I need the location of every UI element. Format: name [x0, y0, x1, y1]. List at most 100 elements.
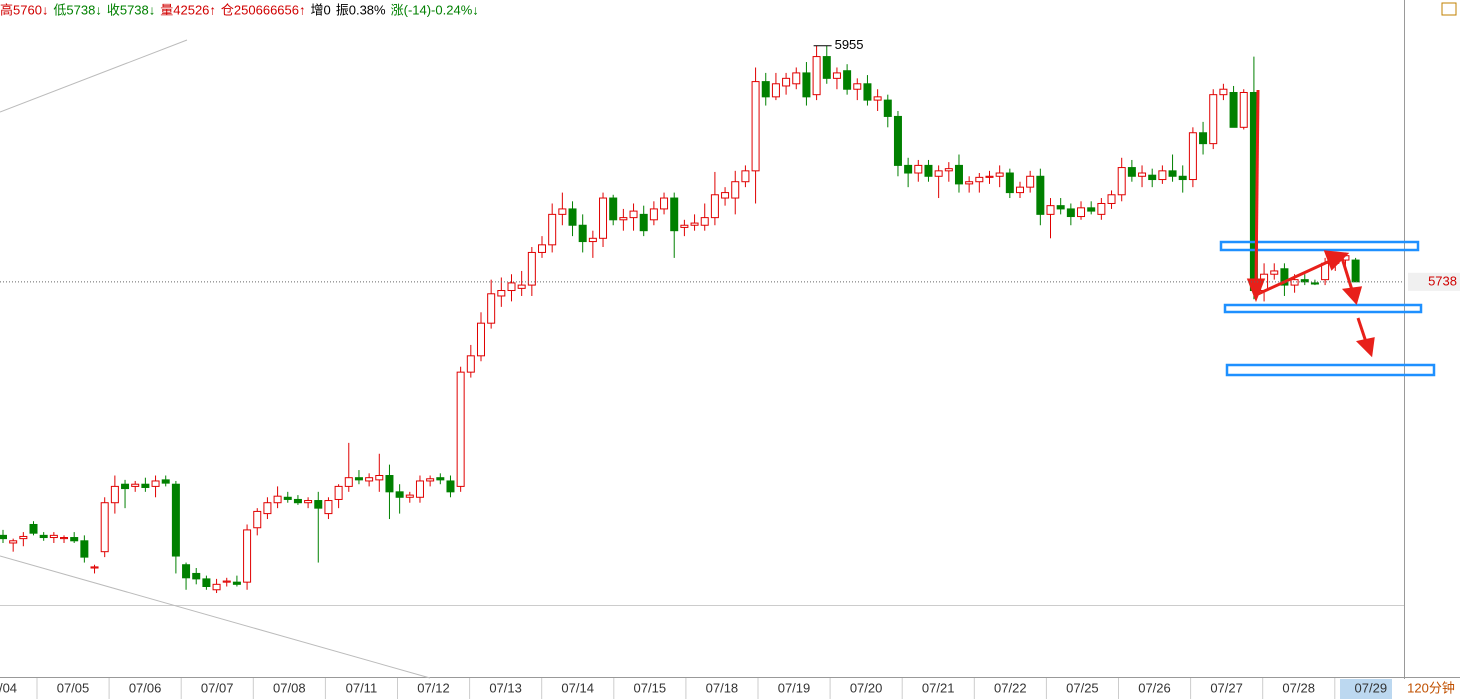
candle-body [426, 478, 435, 482]
candle-body [914, 164, 923, 174]
candle-body [639, 213, 648, 232]
candle-body [110, 485, 119, 504]
candle-body [548, 213, 557, 246]
candle-body [599, 197, 608, 239]
x-tick-label: 07/15 [634, 680, 667, 695]
annotations: 5738 5955 [0, 37, 1460, 377]
candle-body [365, 477, 374, 482]
candle-body [700, 217, 709, 226]
candle-body [761, 81, 770, 98]
candle-body [212, 583, 221, 591]
arrow-head [1323, 250, 1350, 271]
candle-body [1239, 91, 1248, 128]
candle-body [121, 483, 130, 490]
candle-body [975, 176, 984, 183]
candle-body [1219, 88, 1228, 96]
candle-body [690, 222, 699, 226]
candle-body [171, 483, 180, 557]
arrows [1246, 89, 1375, 358]
x-tick-label: /04 [0, 680, 17, 695]
candle-body [995, 172, 1004, 177]
trend-line [0, 555, 431, 679]
x-tick-label: 07/27 [1210, 680, 1243, 695]
arrow [1257, 258, 1333, 296]
candle-body [151, 480, 160, 487]
header-item: 收5738↓ [107, 2, 155, 17]
x-tick-label: 07/12 [417, 680, 450, 695]
window-icon[interactable] [1441, 2, 1457, 16]
candle-body [822, 56, 831, 79]
candle-body [1077, 207, 1086, 218]
candle-body [954, 164, 963, 185]
candle-body [1056, 205, 1065, 210]
high-label: 5955 [835, 37, 864, 52]
candle-body [293, 498, 302, 504]
candle-body [324, 500, 333, 515]
candle-body [965, 181, 974, 185]
last-price-label: 5738 [1428, 273, 1457, 288]
candle-body [568, 208, 577, 226]
candle-body [497, 290, 506, 297]
candle-body [1087, 207, 1096, 212]
candle-body [863, 83, 872, 101]
candle-body [883, 99, 892, 117]
candle-body [90, 566, 99, 569]
box [1219, 240, 1420, 252]
candle-body [273, 495, 282, 504]
arrow [1356, 317, 1368, 343]
candle-body [263, 502, 272, 515]
candle-body [853, 83, 862, 90]
candle-body [507, 282, 516, 292]
candle-body [100, 502, 109, 553]
candle-body [812, 56, 821, 96]
candle-body [1046, 205, 1055, 215]
box [1225, 363, 1436, 377]
x-tick-label: 07/13 [489, 680, 522, 695]
candle-body [253, 510, 262, 529]
candle-body [182, 564, 191, 579]
arrow-head [1246, 278, 1266, 303]
candle-body [1290, 279, 1299, 286]
candle-body [456, 371, 465, 487]
candle-body [29, 523, 38, 534]
period-label: 120分钟 [1407, 680, 1455, 695]
header-item: 涨(-14)-0.24%↓ [391, 2, 479, 17]
candle-body [487, 293, 496, 324]
x-tick-label: 07/08 [273, 680, 306, 695]
candle-body [1026, 175, 1035, 188]
candle-body [558, 208, 567, 215]
candle-body [334, 485, 343, 500]
candle-body [222, 580, 231, 583]
candle-body [1107, 194, 1116, 204]
candle-body [49, 534, 58, 539]
candle-body [792, 72, 801, 85]
candle-body [39, 534, 48, 539]
candle-body [680, 224, 689, 228]
candle-body [395, 491, 404, 498]
candle-body [670, 197, 679, 232]
candle-body [802, 72, 811, 98]
candle-body [609, 197, 618, 221]
candle-body [1066, 208, 1075, 218]
x-tick-label: 07/05 [57, 680, 90, 695]
candle-body [1005, 172, 1014, 194]
candle-body [476, 322, 485, 357]
box [1223, 303, 1423, 314]
arrow-head [1355, 337, 1375, 358]
candle-body [243, 529, 252, 583]
candle-body [80, 540, 89, 558]
candle-body [1127, 167, 1136, 177]
candle-body [1270, 270, 1279, 275]
candle-body [19, 535, 28, 540]
x-tick-label: 07/29 [1355, 680, 1388, 695]
candle-body [1280, 268, 1289, 286]
candle-body [660, 197, 669, 210]
candle-body [0, 534, 7, 540]
x-tick-label: 07/18 [706, 680, 739, 695]
candle-body [538, 244, 547, 253]
candle-body [1178, 175, 1187, 181]
x-axis: /04 07/05 07/06 07/07 07/08 07/11 07/12 07/13 07… [0, 678, 1387, 699]
header-item: 振0.38% [336, 2, 386, 17]
period-box[interactable] [1402, 679, 1460, 699]
candle-body [1351, 259, 1360, 283]
